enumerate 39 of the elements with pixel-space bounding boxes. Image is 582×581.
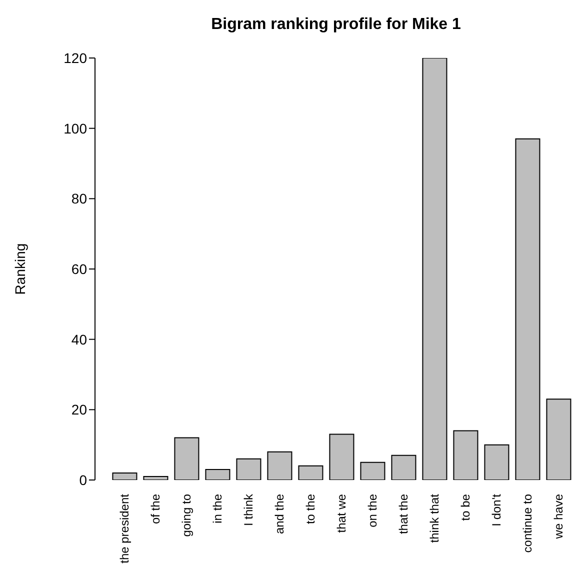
bar — [174, 437, 200, 480]
y-tick-label: 100 — [64, 120, 88, 136]
x-tick-label: I don't — [490, 493, 504, 526]
y-tick-label: 80 — [71, 190, 88, 207]
x-tick-label: continue to — [520, 494, 534, 553]
y-tick-label: 40 — [71, 331, 88, 348]
bar — [112, 472, 138, 480]
x-tick-label: to the — [304, 494, 318, 524]
bar — [298, 465, 324, 480]
y-tick-label: 0 — [79, 472, 88, 488]
x-tick-label: to be — [458, 494, 472, 521]
y-axis-title: Ranking — [12, 243, 28, 295]
x-tick-label: in the — [210, 494, 224, 524]
x-tick-label: think that — [428, 493, 442, 543]
y-tick-label: 120 — [64, 50, 88, 66]
x-tick-label: on the — [366, 494, 380, 528]
chart-title: Bigram ranking profile for Mike 1 — [210, 16, 462, 34]
bar — [453, 430, 478, 480]
bar — [267, 451, 292, 480]
x-tick-label: of the — [148, 494, 162, 524]
x-tick-label: we have — [552, 494, 566, 540]
bar — [515, 138, 540, 480]
bar — [143, 476, 168, 480]
bar — [236, 458, 262, 480]
bar — [422, 58, 448, 480]
bar — [205, 468, 230, 480]
x-tick-label: and the — [272, 494, 286, 534]
y-tick-label: 60 — [71, 260, 88, 277]
bar — [391, 454, 416, 480]
x-tick-label: I think — [242, 493, 256, 526]
bar — [484, 444, 510, 480]
bar — [546, 398, 572, 480]
bar — [360, 462, 386, 480]
x-tick-label: the president — [118, 493, 132, 564]
x-tick-label: that the — [396, 494, 410, 534]
x-tick-label: that we — [334, 494, 348, 533]
x-tick-label: going to — [180, 494, 194, 537]
bar — [329, 434, 354, 480]
y-tick-label: 20 — [71, 402, 88, 418]
